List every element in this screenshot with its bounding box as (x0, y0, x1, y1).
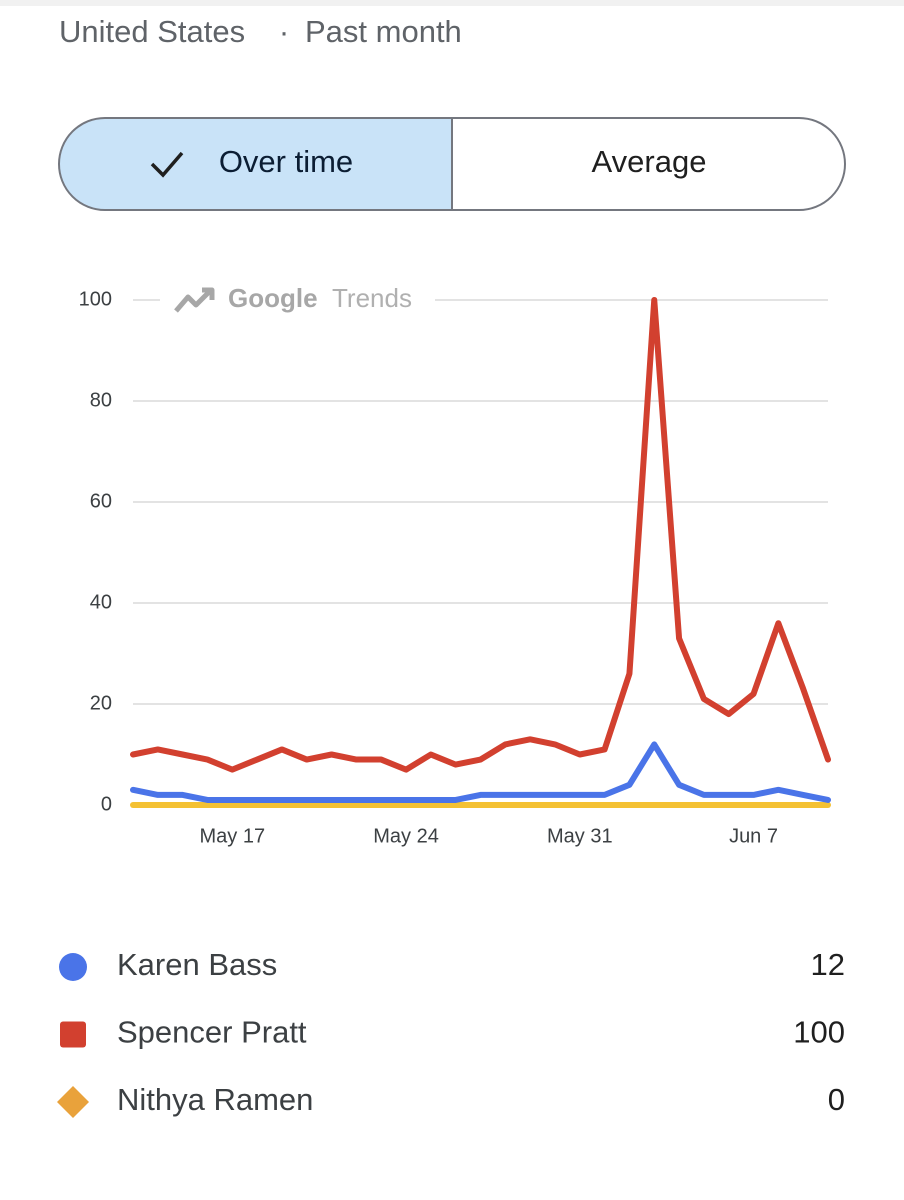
legend-name: Karen Bass (117, 947, 277, 982)
toggle-option-bg[interactable] (59, 118, 452, 210)
watermark-brand: Google (228, 283, 318, 313)
legend-name: Spencer Pratt (117, 1015, 307, 1050)
x-tick-label: May 24 (373, 825, 439, 847)
watermark-product: Trends (332, 283, 412, 313)
legend-name: Nithya Ramen (117, 1082, 313, 1117)
series-line (130, 741, 831, 803)
chart: 0 20 40 60 80 100 Google Trends May 17 May 24 May … (79, 283, 831, 847)
period: Past month (305, 14, 462, 49)
y-tick-label: 60 (90, 490, 112, 512)
toggle-label[interactable]: Average (592, 144, 707, 179)
y-tick-label: 0 (101, 793, 112, 815)
y-tick-label: 80 (90, 389, 112, 411)
legend-marker (60, 1021, 86, 1048)
legend: Karen Bass 12 Spencer Pratt 100 Nithya Ramen… (57, 947, 845, 1118)
y-tick-label: 100 (79, 288, 112, 310)
y-tick-label: 40 (90, 591, 112, 613)
y-tick-label: 20 (90, 692, 112, 714)
legend-value: 0 (828, 1082, 845, 1117)
toggle: Over time Average (58, 117, 846, 211)
toggle-label[interactable]: Over time (219, 144, 353, 179)
watermark: Google Trends (160, 283, 435, 315)
x-tick-label: May 31 (547, 825, 613, 847)
legend-value: 12 (811, 947, 845, 982)
check-icon (150, 151, 184, 178)
series-line (130, 297, 831, 773)
watermark-icon (174, 287, 215, 313)
top-shadow (0, 0, 904, 6)
legend-marker (59, 953, 87, 981)
legend-marker (57, 1086, 89, 1118)
separator: · (279, 14, 289, 49)
region: United States (59, 14, 245, 49)
x-tick-label: Jun 7 (729, 825, 778, 847)
legend-value: 100 (793, 1015, 845, 1050)
toggle-option-bg[interactable] (452, 118, 845, 210)
x-tick-label: May 17 (199, 825, 265, 847)
